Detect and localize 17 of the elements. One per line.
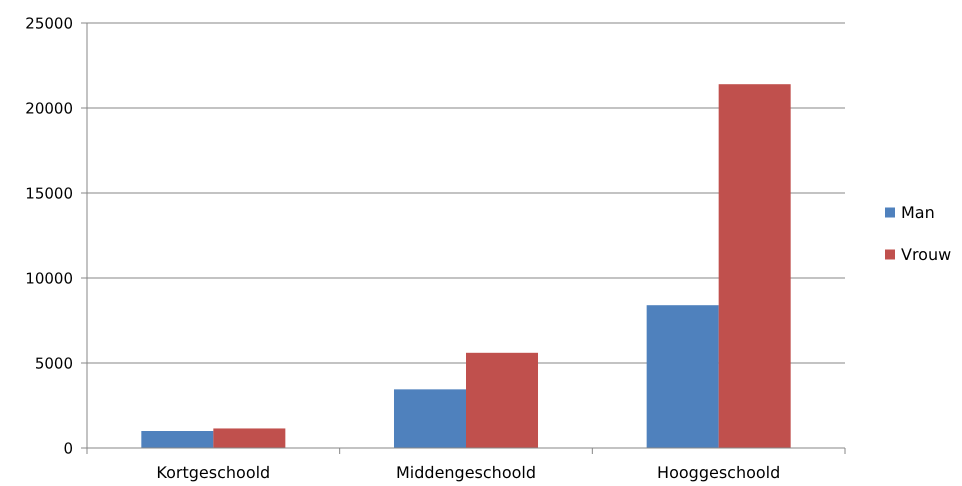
bar — [466, 352, 538, 448]
bar — [646, 305, 719, 448]
legend-label: Vrouw — [901, 245, 952, 264]
x-tick-label: Middengeschoold — [396, 463, 536, 482]
x-tick-label: Kortgeschoold — [156, 463, 270, 482]
bar — [141, 431, 214, 448]
y-tick-label: 15000 — [25, 184, 73, 202]
y-tick-label: 20000 — [25, 99, 73, 118]
legend-label: Man — [901, 203, 935, 222]
bar — [394, 389, 466, 448]
y-tick-label: 0 — [63, 439, 73, 458]
y-tick-label: 10000 — [25, 269, 73, 288]
y-tick-label: 25000 — [25, 14, 73, 32]
y-tick-label: 5000 — [34, 354, 73, 372]
x-tick-label: Hooggeschoold — [657, 463, 780, 482]
bar — [718, 84, 791, 448]
bar — [213, 428, 286, 448]
